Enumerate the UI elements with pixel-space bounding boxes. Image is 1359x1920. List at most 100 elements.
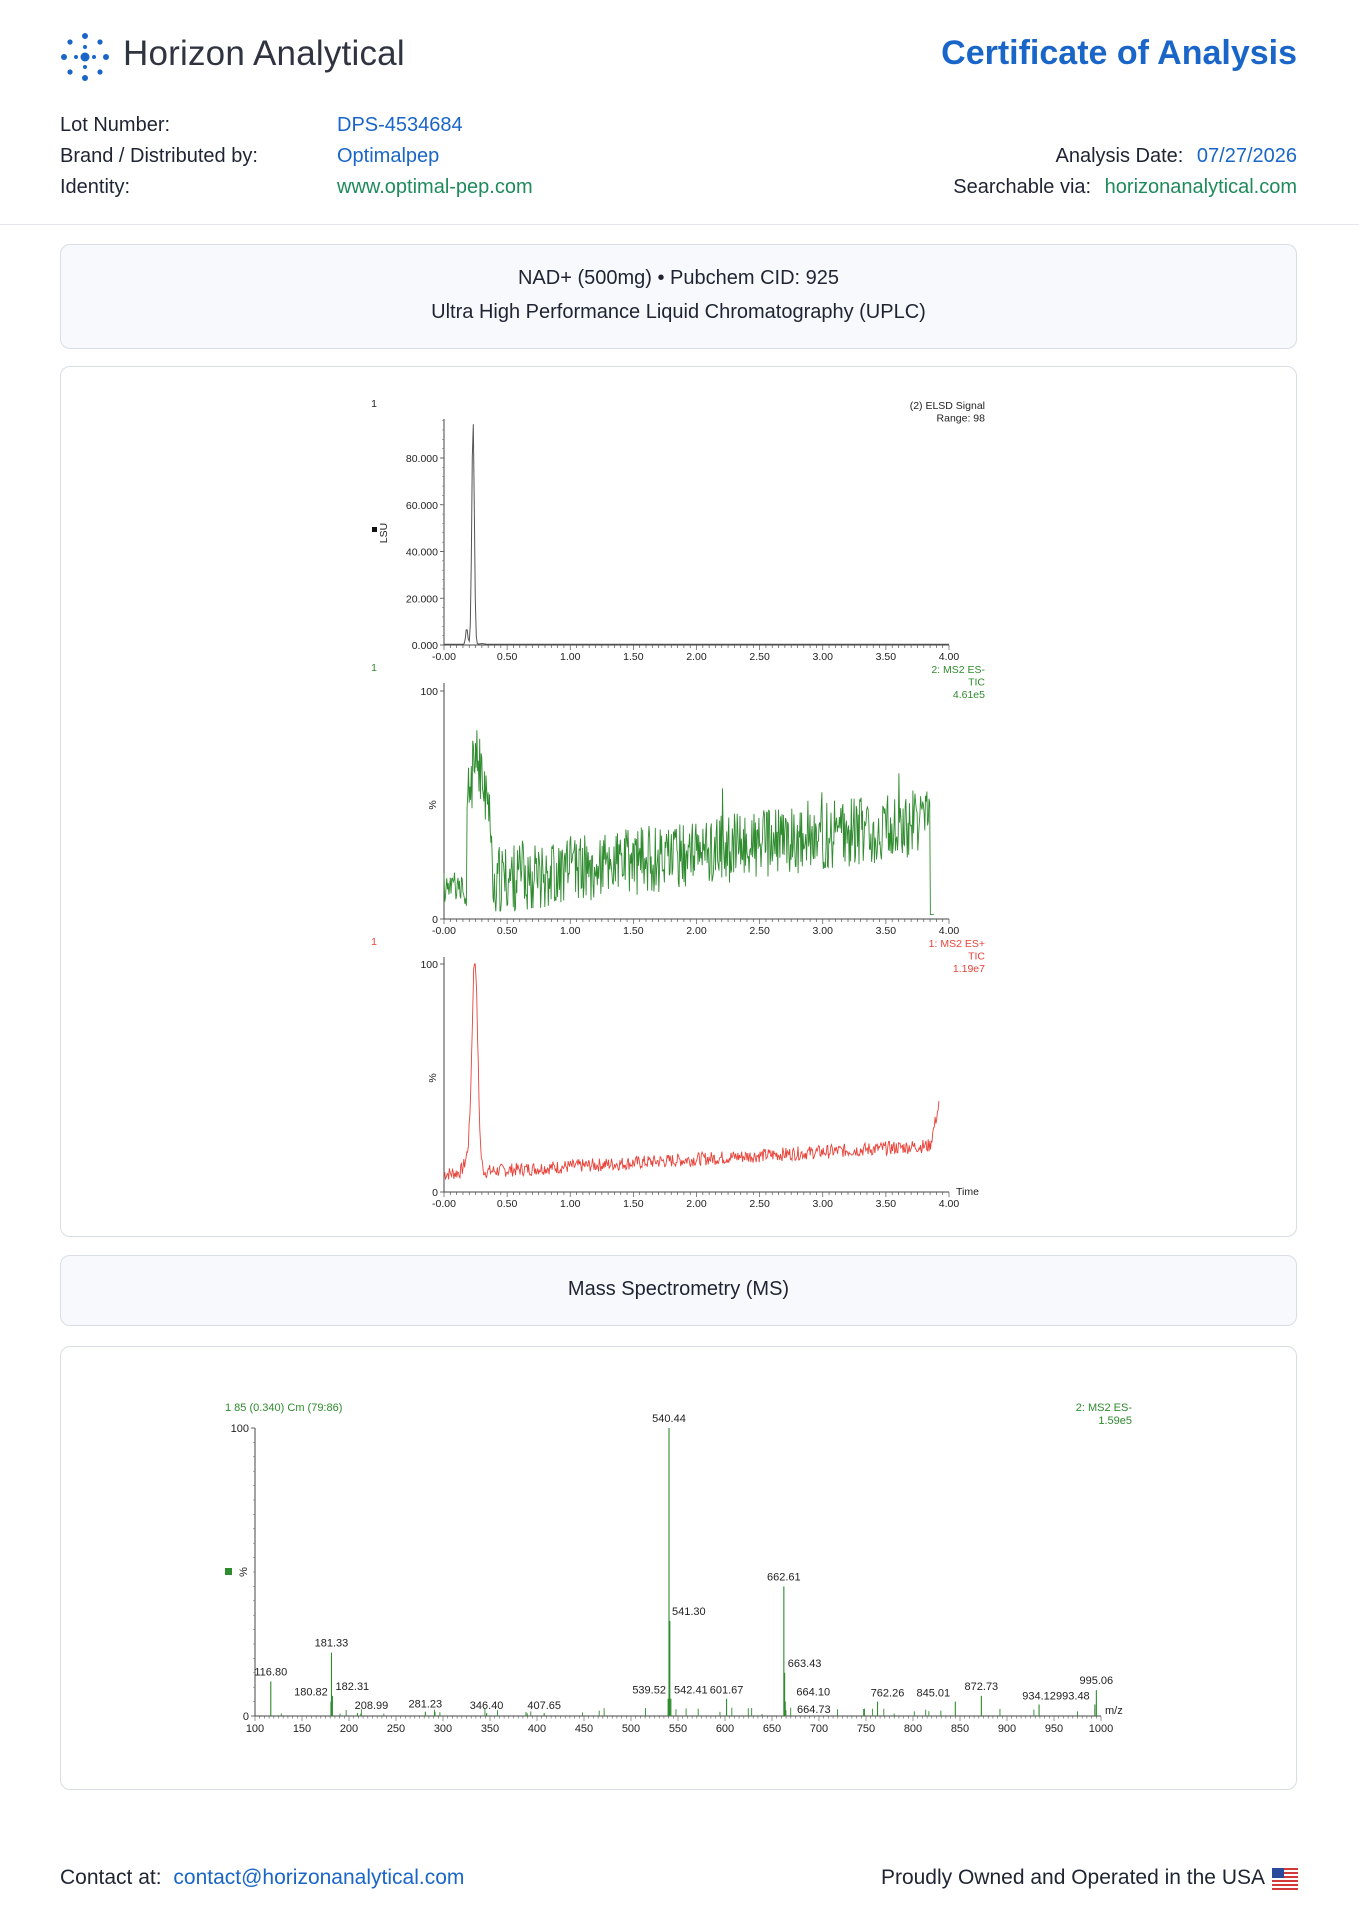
peak-label: 180.82 [294, 1687, 328, 1699]
y-tick-label: 0 [432, 1187, 438, 1199]
y-axis-label: % [427, 1073, 439, 1082]
x-tick-label: 4.00 [939, 1198, 960, 1210]
legend-label: Range: 98 [937, 413, 986, 425]
ms-negative-tic-trace [443, 730, 934, 915]
x-tick-label: 950 [1045, 1723, 1063, 1735]
x-tick-label: 1.50 [623, 1198, 644, 1210]
x-tick-label: 200 [340, 1723, 358, 1735]
x-tick-label: 700 [810, 1723, 828, 1735]
y-tick-label: 60.000 [406, 500, 438, 512]
y-tick-label: 0.000 [412, 640, 438, 652]
x-tick-label: 3.50 [876, 1198, 897, 1210]
searchable-label: Searchable via: [953, 176, 1092, 198]
x-tick-label: 100 [246, 1723, 264, 1735]
logo-icon [61, 33, 109, 81]
compound-line: NAD+ (500mg) • Pubchem CID: 925 [517, 267, 840, 289]
analysis-date-label: Analysis Date: [1055, 145, 1184, 167]
brand-name: Horizon Analytical [123, 34, 405, 73]
brand-value[interactable]: Optimalpep [337, 145, 440, 167]
x-tick-label: 2.50 [749, 1198, 770, 1210]
x-tick-label: 2.00 [686, 1198, 707, 1210]
x-tick-label: 850 [951, 1723, 969, 1735]
legend-label: 2: MS2 ES- [931, 664, 985, 676]
legend-label: 1: MS2 ES+ [929, 938, 985, 950]
legend-label: TIC [968, 951, 985, 963]
peak-label: 540.44 [652, 1413, 686, 1425]
x-tick-label: 300 [434, 1723, 452, 1735]
x-tick-label: 2.00 [686, 651, 707, 663]
x-tick-label: 0.50 [497, 925, 518, 937]
ms-title-card: Mass Spectrometry (MS) [60, 1255, 1297, 1326]
peak-label: 995.06 [1080, 1675, 1114, 1687]
peak-label: 993.48 [1056, 1690, 1090, 1702]
x-tick-label: 1.00 [560, 1198, 581, 1210]
searchable-link[interactable]: horizonanalytical.com [1104, 176, 1297, 198]
uplc-chart-card: -0.00 0.50 1.00 1.50 2.00 2.50 3.00 3.50 4.00 1 (2… [60, 366, 1297, 1237]
peak-label: 346.40 [470, 1700, 504, 1712]
legend-label: (2) ELSD Signal [910, 400, 985, 412]
analysis-date-row: Analysis Date: 07/27/2026 [1055, 145, 1297, 168]
channel-marker-icon [372, 527, 377, 532]
peak-label: 664.73 [797, 1704, 831, 1716]
legend-label: 1.19e7 [953, 963, 985, 975]
x-tick-label: 3.00 [813, 1198, 834, 1210]
x-axis-label: m/z [1105, 1705, 1123, 1717]
peak-label: 542.41 [674, 1685, 708, 1697]
y-tick-label: 0 [432, 914, 438, 926]
x-tick-label: 650 [763, 1723, 781, 1735]
peak-label: 182.31 [336, 1681, 370, 1693]
x-tick-label: 450 [575, 1723, 593, 1735]
y-axis-label: LSU [378, 523, 390, 543]
y-tick-label: 100 [420, 686, 438, 698]
identity-link[interactable]: www.optimal-pep.com [337, 176, 533, 198]
peak-label: 208.99 [355, 1700, 389, 1712]
peak-label: 116.80 [254, 1666, 287, 1678]
x-tick-label: 1.00 [560, 925, 581, 937]
contact-label: Contact at: [60, 1866, 162, 1889]
y-tick-label: 0 [243, 1711, 249, 1723]
legend-label: 2: MS2 ES- [1076, 1402, 1133, 1414]
analysis-date-value: 07/27/2026 [1196, 145, 1297, 167]
x-tick-label: 4.00 [939, 651, 960, 663]
x-tick-label: -0.00 [432, 1198, 456, 1210]
x-tick-label: 1.00 [560, 651, 581, 663]
made-in-usa: Proudly Owned and Operated in the USA [880, 1866, 1265, 1889]
x-tick-label: 3.50 [876, 925, 897, 937]
y-tick-label: 100 [420, 959, 438, 971]
x-tick-label: 3.00 [813, 651, 834, 663]
contact-email[interactable]: contact@horizonanalytical.com [173, 1866, 465, 1889]
y-tick-label: 100 [231, 1423, 249, 1435]
peak-label: 872.73 [965, 1681, 999, 1693]
peak-label: 934.12 [1022, 1690, 1056, 1702]
contact-row: Contact at: contact@horizonanalytical.co… [60, 1866, 464, 1890]
elsd-trace [444, 424, 949, 645]
x-tick-label: 150 [293, 1723, 311, 1735]
x-tick-label: 350 [481, 1723, 499, 1735]
peak-label: 845.01 [916, 1688, 950, 1700]
x-tick-label: 1000 [1089, 1723, 1113, 1735]
spectrum-header: 1 85 (0.340) Cm (79:86) [225, 1402, 342, 1414]
method-line: Ultra High Performance Liquid Chromatogr… [431, 301, 926, 323]
legend-label: 1.59e5 [1098, 1415, 1132, 1427]
x-tick-label: 1.50 [623, 925, 644, 937]
x-tick-label: 3.00 [813, 925, 834, 937]
peak-label: 181.33 [315, 1638, 349, 1650]
x-tick-label: 1.50 [623, 651, 644, 663]
x-tick-label: 600 [716, 1723, 734, 1735]
peak-label: 539.52 [632, 1685, 666, 1697]
brand-label: Brand / Distributed by: [60, 145, 258, 167]
uplc-chromatogram: -0.00 0.50 1.00 1.50 2.00 2.50 3.00 3.50 4.00 1 (2… [371, 398, 986, 1210]
peak-label: 601.67 [710, 1685, 744, 1697]
peak-label: 541.30 [672, 1606, 706, 1618]
lot-number-label: Lot Number: [60, 114, 171, 136]
x-tick-label: 3.50 [876, 651, 897, 663]
peak-label: 281.23 [409, 1699, 443, 1711]
header-divider [0, 224, 1359, 225]
peak-label: 762.26 [871, 1688, 905, 1700]
x-tick-label: -0.00 [432, 651, 456, 663]
uplc-title-card: NAD+ (500mg) • Pubchem CID: 925 Ultra Hi… [60, 244, 1297, 349]
x-tick-label: 750 [857, 1723, 875, 1735]
x-tick-label: 250 [387, 1723, 405, 1735]
us-flag-icon [1272, 1868, 1298, 1890]
